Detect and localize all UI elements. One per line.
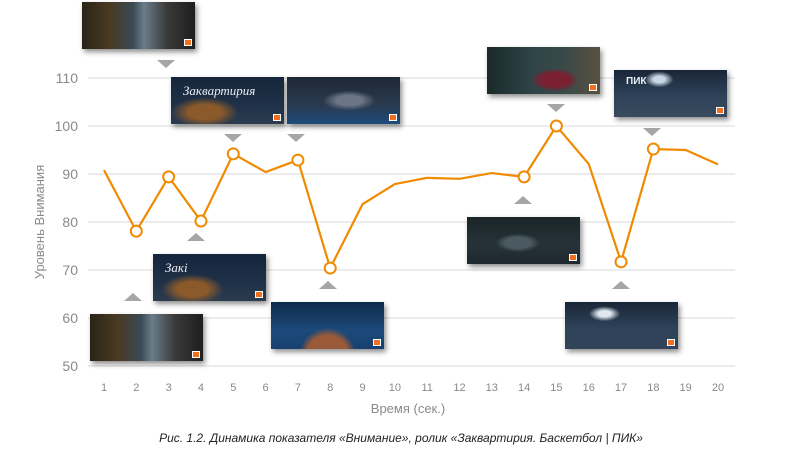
brand-badge-icon — [255, 291, 263, 298]
x-tick-label: 12 — [453, 382, 465, 394]
thumbnail-logo-text: ПИК — [626, 76, 647, 87]
pointer-up-triangle-icon — [187, 233, 205, 241]
y-axis-ticks: 50 60 70 80 90 100 110 — [55, 70, 79, 374]
brand-badge-icon — [184, 39, 192, 46]
point-markers — [129, 119, 660, 275]
brand-badge-icon — [373, 339, 381, 346]
data-point-marker — [162, 170, 176, 184]
x-tick-label: 3 — [166, 382, 172, 394]
brand-badge-icon — [667, 339, 675, 346]
x-tick-label: 4 — [198, 382, 204, 394]
x-tick-label: 16 — [583, 382, 595, 394]
x-tick-label: 1 — [101, 382, 107, 394]
brand-badge-icon — [192, 351, 200, 358]
x-tick-label: 17 — [615, 382, 627, 394]
pointer-up-triangle-icon — [319, 281, 337, 289]
video-frame-thumbnail — [565, 302, 678, 349]
x-tick-label: 19 — [680, 382, 692, 394]
brand-badge-icon — [589, 84, 597, 91]
video-frame-thumbnail — [90, 314, 203, 361]
video-frame-thumbnail — [82, 2, 195, 49]
x-tick-label: 5 — [230, 382, 236, 394]
y-tick-label: 70 — [62, 262, 78, 278]
attention-series-line — [103, 124, 719, 270]
brand-badge-icon — [716, 107, 724, 114]
pointer-down-triangle-icon — [224, 134, 242, 142]
pointer-up-triangle-icon — [612, 281, 630, 289]
x-axis-label: Время (сек.) — [371, 401, 445, 416]
x-tick-label: 15 — [550, 382, 562, 394]
y-tick-label: 80 — [62, 214, 78, 230]
data-point-marker — [614, 255, 628, 269]
thumbnail-pointers — [124, 60, 661, 301]
video-frame-thumbnail — [487, 47, 600, 94]
video-frame-thumbnail — [287, 77, 400, 124]
x-tick-label: 9 — [359, 382, 365, 394]
video-frame-thumbnail: ПИК — [614, 70, 727, 117]
x-tick-label: 20 — [712, 382, 724, 394]
y-axis-label: Уровень Внимания — [32, 165, 47, 279]
y-tick-label: 60 — [62, 310, 78, 326]
x-tick-label: 6 — [263, 382, 269, 394]
y-tick-label: 50 — [62, 358, 78, 374]
y-tick-label: 90 — [62, 166, 78, 182]
thumbnail-logo-text: Закі — [165, 260, 188, 275]
data-point-marker — [549, 119, 563, 133]
brand-badge-icon — [273, 114, 281, 121]
video-frame-thumbnail — [271, 302, 384, 349]
pointer-up-triangle-icon — [124, 293, 142, 301]
data-point-marker — [194, 214, 208, 228]
data-point-marker — [517, 170, 531, 184]
x-tick-label: 18 — [647, 382, 659, 394]
brand-badge-icon — [569, 254, 577, 261]
x-tick-label: 11 — [421, 382, 432, 394]
x-axis-ticks: 1 2 3 4 5 6 7 8 9 10 11 12 13 14 15 16 17 18 19 20 — [101, 382, 724, 394]
data-point-marker — [291, 153, 305, 167]
video-frame-thumbnail: Закі — [153, 254, 266, 301]
data-point-marker — [323, 261, 337, 275]
y-tick-label: 110 — [56, 70, 79, 86]
pointer-down-triangle-icon — [643, 128, 661, 136]
brand-badge-icon — [389, 114, 397, 121]
x-tick-label: 2 — [133, 382, 139, 394]
data-point-marker — [646, 142, 660, 156]
x-tick-label: 8 — [327, 382, 333, 394]
pointer-down-triangle-icon — [287, 134, 305, 142]
x-tick-label: 13 — [486, 382, 498, 394]
thumbnail-logo-text: Заквартирия — [183, 83, 256, 98]
pointer-down-triangle-icon — [157, 60, 175, 68]
video-frame-thumbnail: Заквартирия — [171, 77, 284, 124]
pointer-down-triangle-icon — [547, 104, 565, 112]
pointer-up-triangle-icon — [514, 196, 532, 204]
y-tick-label: 100 — [55, 118, 79, 134]
data-point-marker — [226, 147, 240, 161]
x-tick-label: 14 — [518, 382, 530, 394]
video-frame-thumbnail — [467, 217, 580, 264]
x-tick-label: 7 — [295, 382, 301, 394]
x-tick-label: 10 — [389, 382, 401, 394]
figure-caption: Рис. 1.2. Динамика показателя «Внимание»… — [159, 431, 643, 445]
data-point-marker — [129, 224, 143, 238]
